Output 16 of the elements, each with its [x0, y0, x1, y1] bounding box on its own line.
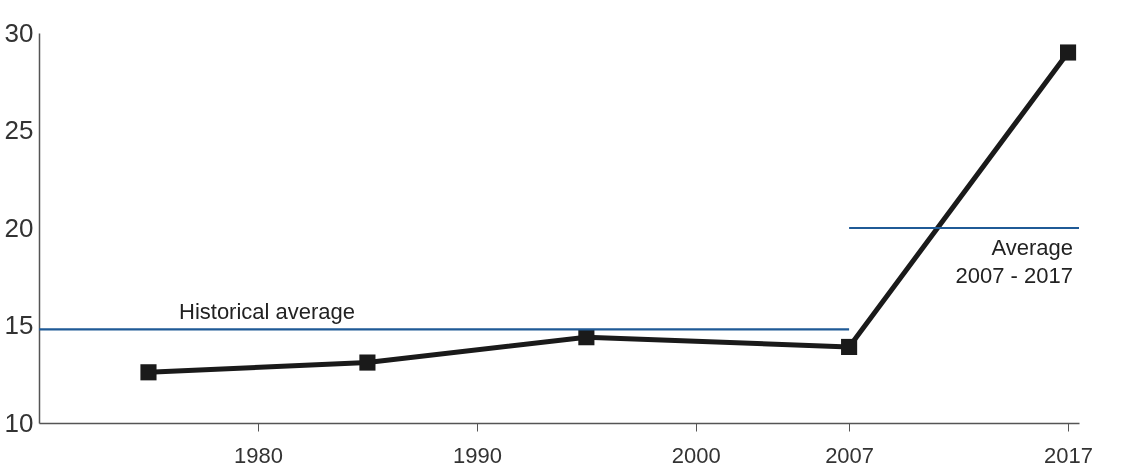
x-tick-label: 2007 — [825, 442, 875, 468]
x-tick-label: 2000 — [671, 442, 721, 468]
y-tick-label: 15 — [4, 310, 34, 340]
point — [140, 364, 157, 381]
x-tick-label: 1980 — [233, 442, 283, 468]
y-tick-label: 25 — [4, 115, 34, 145]
x-tick-label: 2017 — [1044, 442, 1094, 468]
point — [841, 338, 858, 356]
y-tick-label: 20 — [4, 212, 34, 243]
y-tick-label: 10 — [4, 407, 34, 438]
series-label: Historical average — [179, 299, 356, 325]
series-label: Average 2007 - 2017 — [955, 235, 1073, 288]
point — [359, 354, 376, 371]
y-tick-label: 30 — [4, 17, 34, 48]
point — [1059, 44, 1077, 61]
x-tick-label: 1990 — [452, 442, 502, 468]
